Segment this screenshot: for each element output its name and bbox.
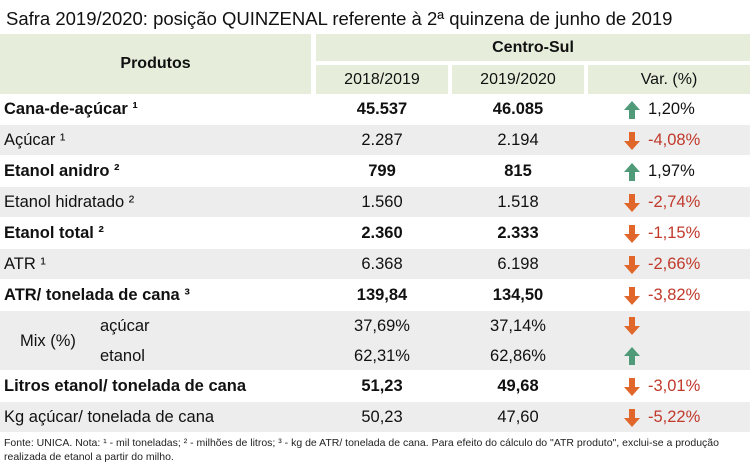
table-row: ATR/ tonelada de cana ³ 139,84 134,50 -3,82… <box>0 280 750 311</box>
variation-value: -3,82% <box>648 286 701 304</box>
table-row: ATR ¹ 6.368 6.198 -2,66% <box>0 249 750 280</box>
row-value-2018: 45.537 <box>356 100 408 118</box>
row-variation: -2,66% <box>588 249 750 280</box>
row-variation: -2,74% <box>588 187 750 218</box>
row-variation: -4,08% <box>588 125 750 156</box>
row-value-2018: 51,23 <box>361 377 403 395</box>
header-year1: 2018/2019 <box>316 65 448 94</box>
row-value-2019: 49,68 <box>497 377 539 395</box>
variation-value: -2,66% <box>648 255 701 273</box>
variation-value: 1,20% <box>648 100 695 118</box>
table-row: Cana-de-açúcar ¹ 45.537 46.085 1,20% <box>0 94 750 125</box>
arrow-down-icon <box>624 194 640 212</box>
mix-etanol-v2: 62,86% <box>490 346 546 365</box>
row-value-2018: 50,23 <box>361 408 403 426</box>
row-product-name: Açúcar ¹ <box>4 131 66 149</box>
variation-value: -1,15% <box>648 224 701 242</box>
table-body-2: Litros etanol/ tonelada de cana 51,23 49,6… <box>0 371 750 433</box>
row-variation: 1,97% <box>588 156 750 187</box>
row-value-2019: 134,50 <box>492 286 544 304</box>
row-value-2018: 139,84 <box>356 286 408 304</box>
header-region: Centro-Sul <box>316 34 750 61</box>
row-value-2019: 47,60 <box>497 408 539 426</box>
row-product-name: Etanol hidratado ² <box>4 193 135 211</box>
mix-acucar-v2: 37,14% <box>490 316 546 335</box>
row-variation: -3,01% <box>588 371 750 402</box>
arrow-down-icon <box>624 409 640 427</box>
row-value-2018: 1.560 <box>361 193 403 211</box>
mix-acucar-label: açúcar <box>100 316 150 335</box>
row-product-name: Etanol anidro ² <box>4 162 120 180</box>
row-value-2018: 2.287 <box>361 131 403 149</box>
row-value-2018: 2.360 <box>361 224 403 242</box>
variation-value: -4,08% <box>648 131 701 149</box>
row-product-name: Etanol total ² <box>4 224 104 242</box>
row-variation: 1,20% <box>588 94 750 125</box>
arrow-up-icon <box>624 163 640 181</box>
row-value-2019: 6.198 <box>497 255 539 273</box>
row-value-2019: 2.194 <box>497 131 539 149</box>
page-title: Safra 2019/2020: posição QUINZENAL refer… <box>6 8 673 29</box>
row-value-2018: 6.368 <box>361 255 403 273</box>
row-product-name: Litros etanol/ tonelada de cana <box>4 377 247 395</box>
data-table: Produtos Centro-Sul 2018/2019 2019/2020 … <box>0 34 750 433</box>
arrow-up-icon <box>624 347 640 365</box>
variation-value: -5,22% <box>648 408 701 426</box>
mix-label: Mix (%) <box>20 331 76 350</box>
header-produtos: Produtos <box>0 34 311 94</box>
table-row: Kg açúcar/ tonelada de cana 50,23 47,60 -5,… <box>0 402 750 433</box>
table-row: Etanol hidratado ² 1.560 1.518 -2,74% <box>0 187 750 218</box>
row-variation: -3,82% <box>588 280 750 311</box>
row-value-2019: 1.518 <box>497 193 539 211</box>
mix-etanol-v1: 62,31% <box>354 346 410 365</box>
row-product-name: ATR/ tonelada de cana ³ <box>4 286 190 304</box>
table-body: Cana-de-açúcar ¹ 45.537 46.085 1,20% Açúcar … <box>0 94 750 311</box>
arrow-down-icon <box>624 378 640 396</box>
table-row: Etanol total ² 2.360 2.333 -1,15% <box>0 218 750 249</box>
row-value-2019: 815 <box>504 162 532 180</box>
mix-acucar-v1: 37,69% <box>354 316 410 335</box>
arrow-down-icon <box>624 225 640 243</box>
table-row: Açúcar ¹ 2.287 2.194 -4,08% <box>0 125 750 156</box>
row-variation: -5,22% <box>588 402 750 433</box>
mix-row: Mix (%) açúcar 37,69% 37,14% etanol 62,3… <box>0 311 750 371</box>
row-value-2019: 2.333 <box>497 224 539 242</box>
variation-value: -3,01% <box>648 377 701 395</box>
header-var: Var. (%) <box>588 65 750 94</box>
header-year2: 2019/2020 <box>452 65 584 94</box>
table-row: Etanol anidro ² 799 815 1,97% <box>0 156 750 187</box>
footnote: Fonte: UNICA. Nota: ¹ - mil toneladas; ²… <box>4 437 719 463</box>
variation-value: -2,74% <box>648 193 701 211</box>
row-value-2018: 799 <box>368 162 396 180</box>
row-variation: -1,15% <box>588 218 750 249</box>
arrow-down-icon <box>624 317 640 335</box>
table-row: Litros etanol/ tonelada de cana 51,23 49,6… <box>0 371 750 402</box>
row-product-name: Cana-de-açúcar ¹ <box>4 100 138 118</box>
table-header: Produtos Centro-Sul 2018/2019 2019/2020 … <box>0 34 750 94</box>
row-value-2019: 46.085 <box>492 100 544 118</box>
arrow-up-icon <box>624 101 640 119</box>
variation-value: 1,97% <box>648 162 695 180</box>
row-product-name: ATR ¹ <box>4 255 46 273</box>
arrow-down-icon <box>624 132 640 150</box>
row-product-name: Kg açúcar/ tonelada de cana <box>4 408 215 426</box>
arrow-down-icon <box>624 287 640 305</box>
mix-etanol-label: etanol <box>100 346 145 365</box>
arrow-down-icon <box>624 256 640 274</box>
